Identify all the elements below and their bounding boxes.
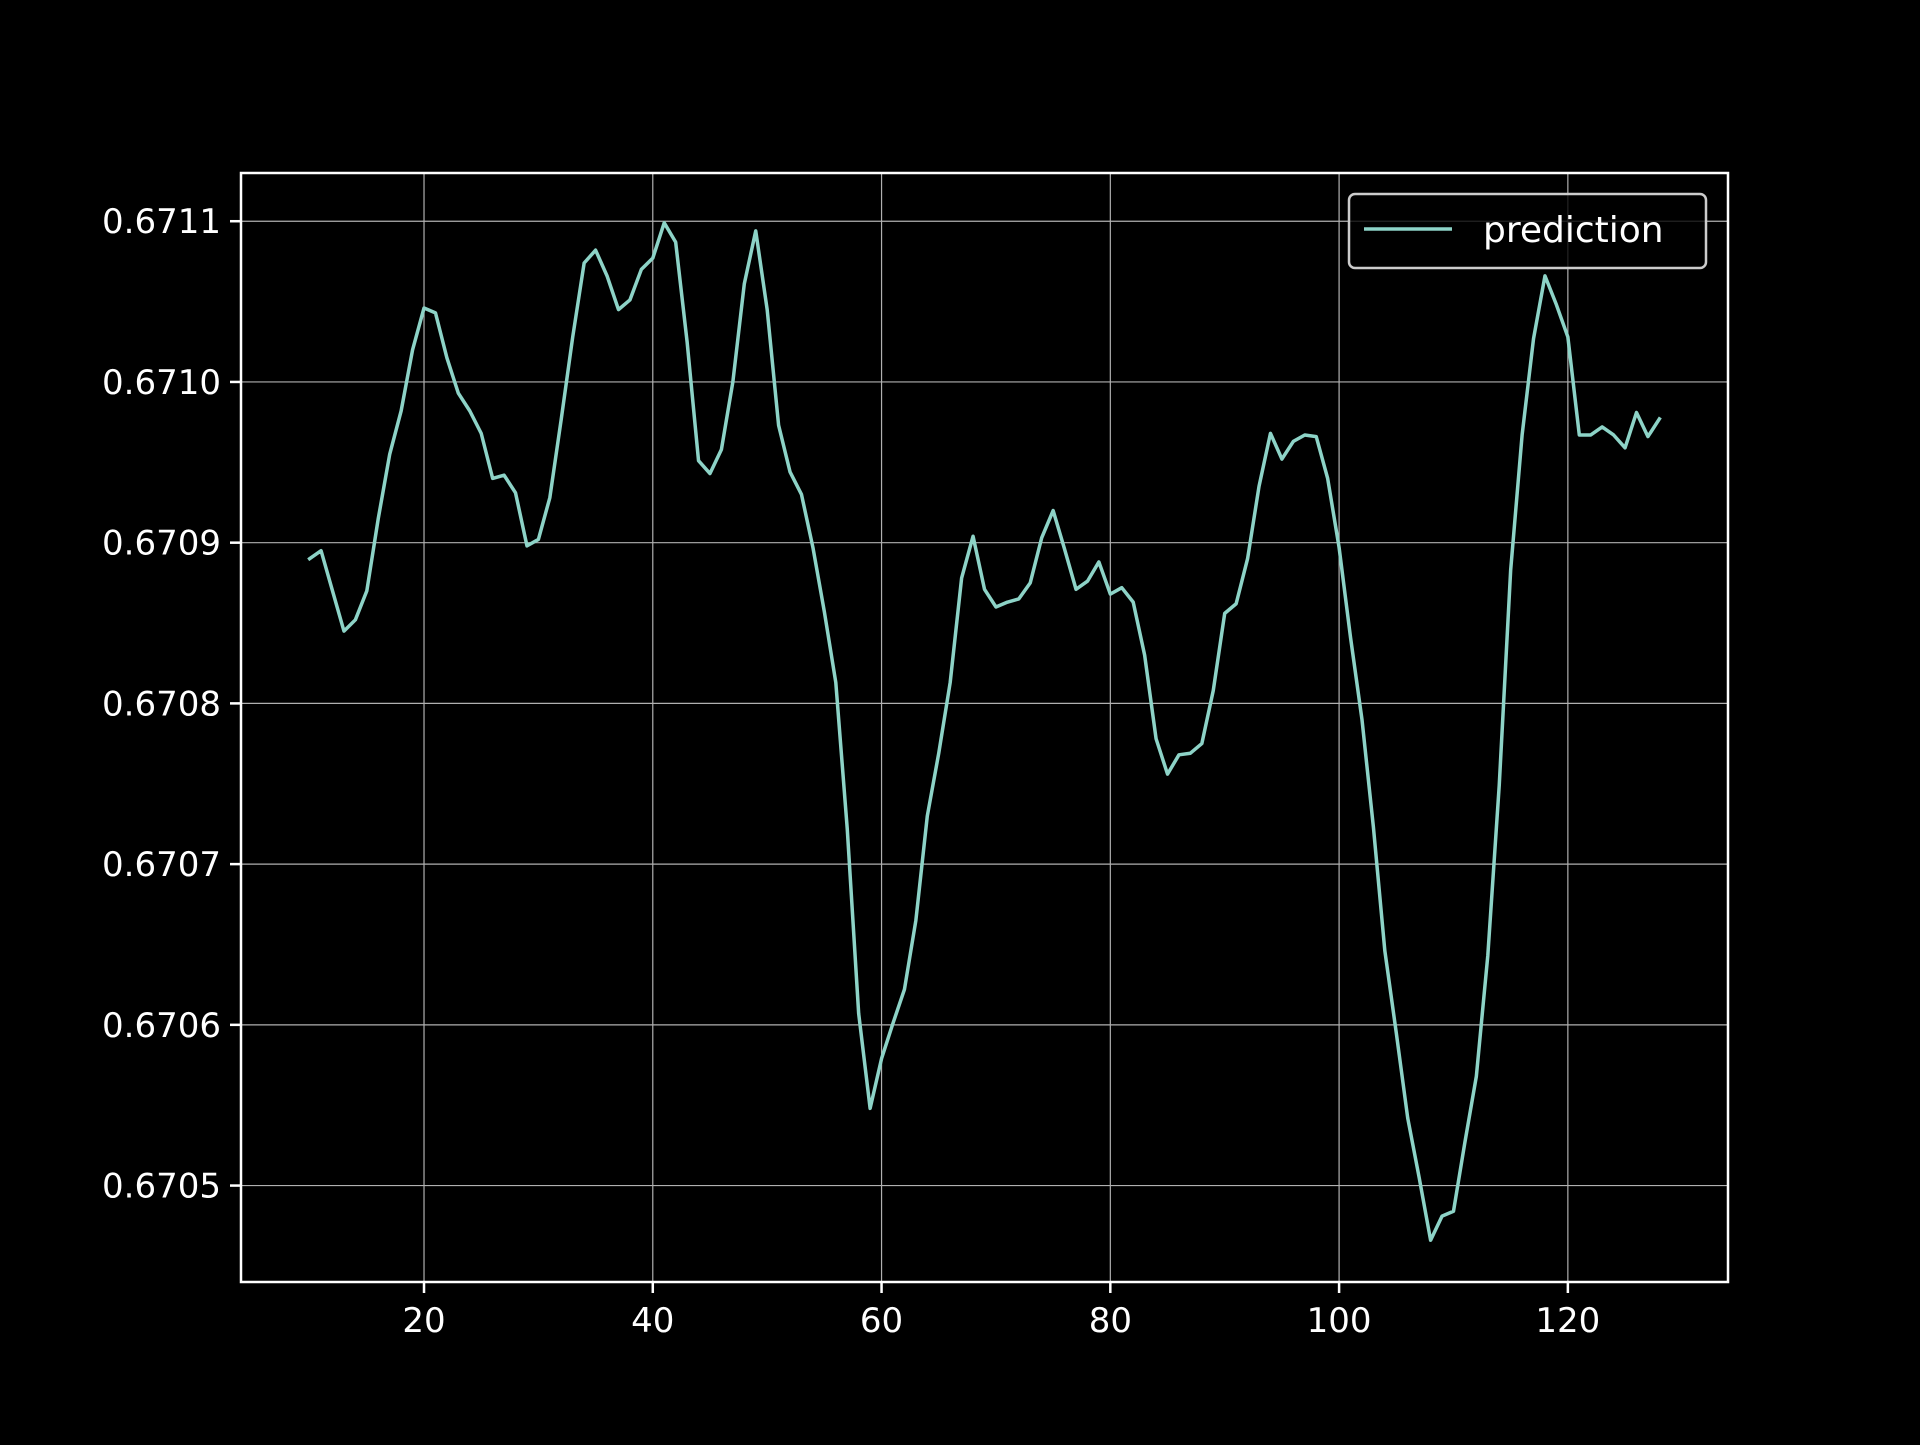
legend: prediction (1349, 194, 1706, 268)
x-tick-label: 40 (631, 1301, 674, 1341)
x-tick-label: 120 (1535, 1301, 1600, 1341)
legend-label-prediction: prediction (1483, 210, 1664, 251)
x-tick-label: 60 (860, 1301, 903, 1341)
x-tick-label: 20 (402, 1301, 445, 1341)
y-tick-label: 0.6707 (102, 845, 221, 885)
y-tick-label: 0.6705 (102, 1167, 221, 1207)
y-tick-label: 0.6708 (102, 684, 221, 724)
y-tick-label: 0.6710 (102, 363, 221, 403)
x-tick-label: 80 (1089, 1301, 1132, 1341)
y-tick-label: 0.6711 (102, 202, 221, 242)
y-tick-label: 0.6706 (102, 1006, 221, 1046)
x-tick-label: 100 (1307, 1301, 1372, 1341)
y-tick-label: 0.6709 (102, 524, 221, 564)
